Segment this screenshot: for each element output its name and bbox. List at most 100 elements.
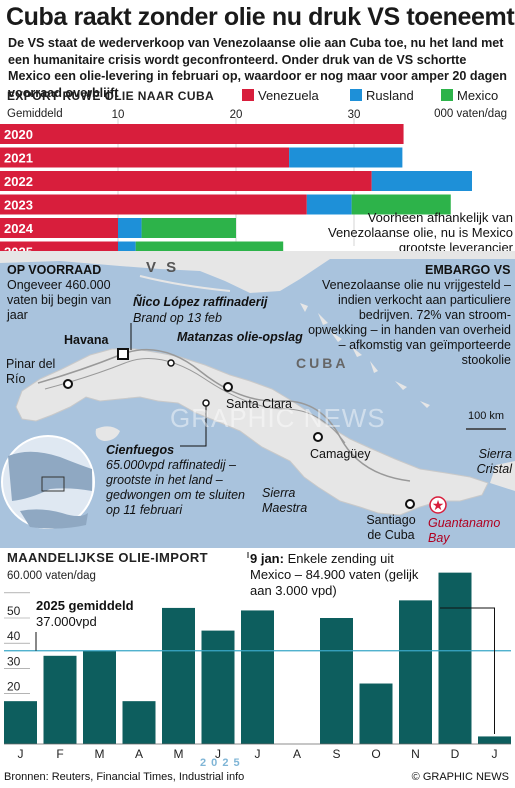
map-svg: ★ [0,251,515,529]
x-tick-label: 10 [112,109,125,121]
month-bar [43,655,77,744]
inset-locator [41,476,65,492]
month-bar [399,600,432,744]
avg-title: 2025 gemiddeld [36,598,134,613]
bar-mexico [351,194,451,215]
sources: Bronnen: Reuters, Financial Times, Indus… [4,771,245,783]
page-title: Cuba raakt zonder olie nu druk VS toenee… [6,3,515,31]
camaguey-marker [313,432,323,442]
year-label: 2021 [4,151,33,166]
road-network [44,358,346,444]
y-tick-label: 40 [7,629,21,643]
santa-clara-marker [223,382,233,392]
havana-marker [117,348,129,360]
bar-mexico [141,218,236,238]
year-label: 2024 [4,221,34,236]
month-bar [320,618,353,744]
pinar-marker [63,379,73,389]
month-bar [241,610,274,744]
month-label: J [492,747,498,761]
guantanamo-marker [429,496,447,514]
year-label: 2025 [4,245,33,252]
jan-note: 9 jan: Enkele zending uit Mexico – 84.90… [250,551,430,599]
export-chart-heading: EXPORT RUWE OLIE NAAR CUBA [7,89,215,103]
cuba-map: ★ V S CUBA OP VOORRAAD Ongeveer 460.000 … [0,251,515,548]
bar-venezuela [0,124,404,144]
bar-venezuela [0,241,118,251]
santiago-marker [405,499,415,509]
jan-note-text: Enkele zending uit Mexico – 84.900 vaten… [250,551,419,598]
month-label: S [332,747,340,761]
camaguey-label: Camagüey [310,447,371,461]
legend-venezuela: Venezuela [242,88,319,103]
bar-rusland [289,147,403,168]
cienfuegos-text: 65.000vpd raffinatedij – grootste in het… [106,458,245,517]
bar-rusland [371,171,472,191]
month-bar [438,572,472,744]
stock-heading: OP VOORRAAD [7,263,102,277]
santa-clara-label: Santa Clara [226,397,293,411]
avg-value: 37.000vpd [36,614,97,629]
month-bar [4,701,37,744]
guantanamo-label: Guantanamo Bay [428,516,501,545]
legend-label: Mexico [457,88,499,103]
month-bar [478,736,511,744]
legend-mexico: Mexico [441,88,498,103]
bar-rusland [306,194,352,215]
month-bar [122,701,156,744]
embargo-text: Venezolaanse olie nu vrijgesteld – indie… [308,278,511,367]
bar-venezuela [0,147,290,168]
month-bar [359,683,393,744]
isla-juventud [95,426,120,441]
jan-note-date: 9 jan: [250,551,284,566]
page-subtitle: De VS staat de wederverkoop van Venezola… [8,36,507,100]
month-label: M [174,747,184,761]
month-bar [83,650,116,744]
x-tick-label: 30 [348,109,361,121]
month-label: N [411,747,420,761]
month-label: O [371,747,380,761]
us-land [0,251,515,293]
sierra-maestra-label: Sierra Maestra [262,486,308,515]
sierra-cristal-label: Sierra Cristal [476,447,512,476]
legend-swatch [350,89,362,101]
month-bar [201,630,235,744]
bar-venezuela [0,218,118,238]
year-label: 2 0 2 5 [200,757,241,769]
bar-rusland [118,241,136,251]
bar-mexico [135,241,284,251]
avg-label: Gemiddeld [7,108,63,120]
year-label: 2023 [4,198,33,213]
year-label: 2022 [4,174,33,189]
jan-bar-leader [440,607,495,734]
month-label: D [451,747,460,761]
legend-rusland: Rusland [350,88,414,103]
y-tick-label: 30 [7,654,21,668]
stock-text: Ongeveer 460.000 vaten bij begin van jaa… [7,278,112,322]
credit: © GRAPHIC NEWS [411,771,509,783]
inset-land [8,451,92,501]
refinery-note: Brand op 13 feb [133,311,222,325]
y-tick-label: 50 [7,604,21,618]
y-tick-label: 20 [7,680,21,694]
unit-label: 000 vaten/dag [434,108,507,120]
bar-venezuela [0,171,372,191]
month-label: M [95,747,105,761]
havana-label: Havana [64,333,109,347]
legend-label: Rusland [366,88,414,103]
monthly-chart: MAANDELIJKSE OLIE-IMPORT 60.000 vaten/da… [0,548,515,788]
month-label: A [293,747,301,761]
hispaniola-land [490,461,515,491]
bar-venezuela [0,194,307,215]
month-label: J [18,747,24,761]
us-label: V S [146,259,180,276]
monthly-heading: MAANDELIJKSE OLIE-IMPORT [7,550,208,565]
cienfuegos-leader [180,406,207,447]
legend-label: Venezuela [258,88,319,103]
monthly-bars-svg: 20 30 40 50 J F M A M J J A S O N D J [4,552,511,761]
inset-land [20,509,88,529]
export-bars-svg: 10 20 30 2020 2021 2022 2023 2024 2025 [0,109,472,252]
pinar-label: Pinar del Río [6,357,56,386]
month-bar [162,607,195,744]
santiago-label: Santiago de Cuba [366,513,416,542]
